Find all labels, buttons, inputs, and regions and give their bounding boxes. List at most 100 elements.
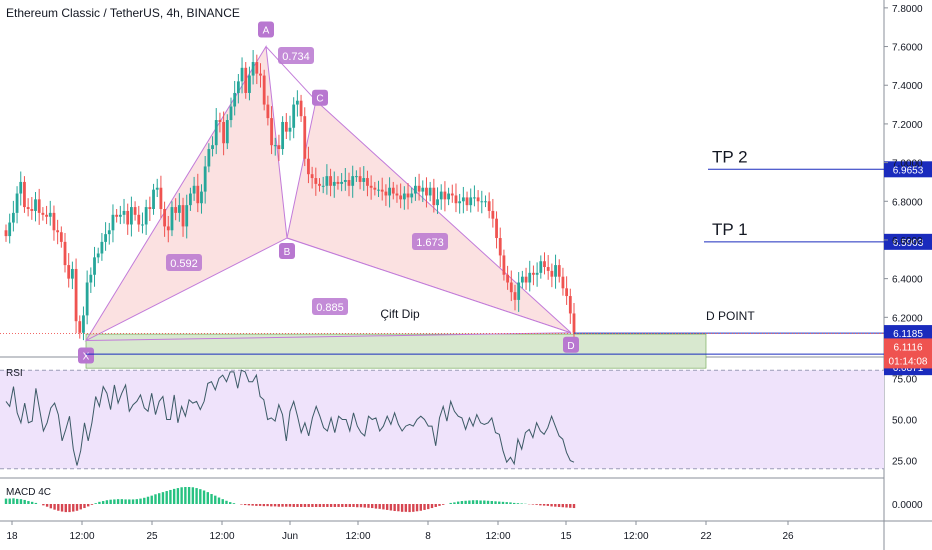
rsi-tick-label: 25.00	[892, 457, 917, 468]
x-tick-label: 12:00	[69, 531, 94, 542]
symbol-title: Ethereum Classic / TetherUS, 4h, BINANCE	[6, 6, 240, 20]
candle-body	[273, 145, 277, 147]
candle-body	[74, 268, 78, 322]
candle-body	[15, 193, 19, 213]
pattern-triangle-bcd	[286, 99, 572, 334]
candle-body	[34, 199, 37, 211]
candle-body	[255, 62, 259, 74]
candle-body	[465, 197, 469, 206]
current-price-text: 6.1116	[893, 342, 923, 353]
candle-body	[222, 121, 226, 144]
candle-body	[321, 185, 325, 187]
ratio-label: 1.673	[416, 237, 444, 249]
candle-body	[417, 185, 421, 192]
candle-body	[8, 222, 12, 237]
candle-body	[513, 292, 517, 300]
pattern-point-label: B	[284, 247, 291, 258]
pattern-line-bd	[286, 237, 572, 334]
candle-body	[380, 189, 384, 192]
candle-body	[325, 176, 329, 186]
x-tick-label: 15	[560, 531, 572, 542]
rsi-line	[5, 369, 575, 466]
candle-body	[163, 209, 166, 227]
candle-body	[288, 127, 292, 132]
candle-body	[262, 75, 266, 105]
candle-body	[550, 270, 554, 277]
candle-body	[502, 255, 506, 275]
candle-body	[528, 272, 532, 283]
candle-body	[233, 92, 237, 107]
x-tick-label: 12:00	[209, 531, 234, 542]
price-tag-text: 6.0871	[893, 363, 924, 374]
candle-body	[107, 230, 111, 235]
candle-body	[30, 209, 34, 211]
rsi-band	[0, 370, 884, 469]
pattern-point-box	[312, 89, 328, 106]
y-tick-label: 6.6000	[892, 236, 923, 247]
x-tick-label: 8	[425, 531, 431, 542]
candle-body	[568, 296, 572, 314]
candle-body	[554, 265, 557, 277]
candle-body	[170, 207, 174, 231]
candle-body	[200, 191, 203, 204]
candle-body	[509, 282, 513, 293]
candle-body	[284, 121, 288, 132]
candle-body	[229, 106, 233, 121]
candle-body	[461, 197, 465, 202]
candle-body	[347, 180, 351, 186]
x-tick-label: 12:00	[345, 531, 370, 542]
candle-body	[93, 257, 96, 275]
candle-body	[436, 199, 439, 206]
candle-body	[100, 241, 104, 254]
candle-body	[48, 212, 52, 217]
candle-body	[561, 276, 565, 289]
candle-body	[277, 145, 281, 150]
candle-body	[307, 158, 310, 175]
pattern-line-ac	[265, 46, 317, 102]
x-tick-label: 22	[700, 531, 712, 542]
level-label: TP 1	[712, 220, 748, 239]
candle-body	[240, 67, 244, 82]
candle-body	[244, 67, 248, 93]
candle-body	[185, 205, 189, 227]
candle-body	[85, 282, 89, 316]
candle-body	[104, 234, 107, 242]
candle-body	[59, 232, 63, 242]
pattern-point-box	[563, 336, 579, 353]
pattern-triangle-xab	[84, 45, 288, 342]
candle-body	[506, 274, 510, 283]
candle-body	[111, 214, 115, 231]
candle-body	[137, 214, 141, 225]
candle-body	[122, 210, 126, 215]
x-tick-label: Jun	[282, 531, 298, 542]
y-tick-label: 6.2000	[892, 313, 923, 324]
candle-body	[498, 238, 502, 256]
candle-body	[406, 193, 410, 198]
candle-body	[67, 265, 71, 279]
candle-body	[414, 185, 417, 194]
candle-body	[447, 193, 450, 200]
candle-body	[557, 265, 561, 277]
candle-body	[410, 193, 414, 198]
candle-body	[439, 191, 443, 200]
price-tag	[884, 233, 932, 250]
candle-body	[126, 210, 130, 225]
candle-body	[89, 274, 93, 283]
candle-body	[203, 166, 207, 192]
candle-body	[181, 205, 185, 227]
candle-body	[23, 181, 26, 208]
candle-body	[454, 195, 458, 204]
candle-body	[155, 187, 159, 190]
candle-body	[148, 207, 152, 210]
candle-body	[495, 218, 498, 239]
candle-body	[366, 178, 369, 186]
x-tick-label: 18	[6, 531, 18, 542]
candle-body	[82, 315, 85, 333]
candle-body	[141, 224, 144, 226]
price-tag	[884, 325, 932, 342]
candle-body	[565, 288, 569, 297]
candle-body	[539, 261, 543, 273]
pattern-point-box	[279, 243, 295, 260]
candle-body	[336, 181, 340, 184]
